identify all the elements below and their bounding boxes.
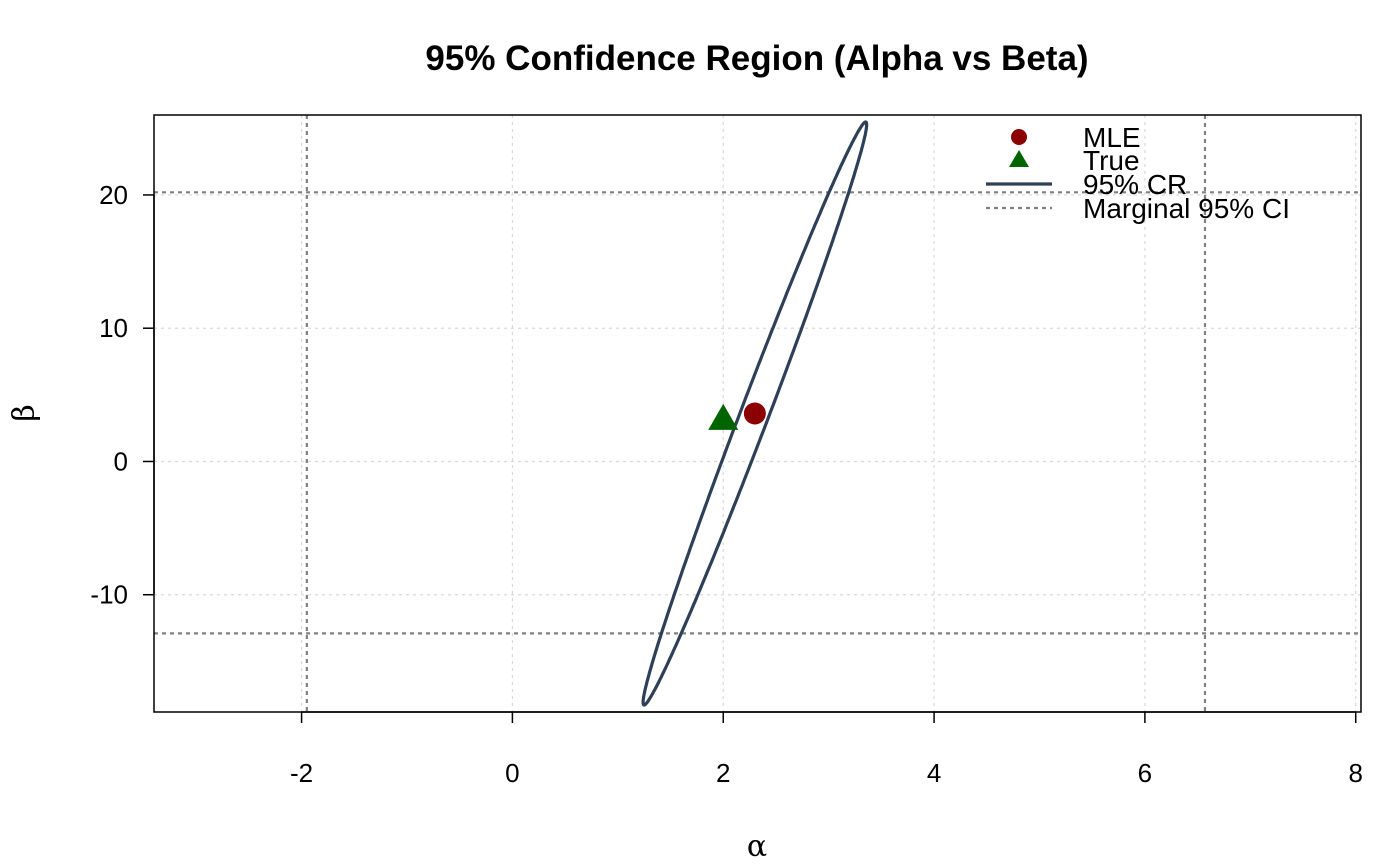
y-axis: -10 0 10 20 [90,180,155,610]
x-axis: -2 0 2 4 6 8 [290,711,1363,788]
legend-label-3: Marginal 95% CI [1083,193,1290,224]
x-tick-label-1: 0 [505,758,519,788]
true-point-marker [708,403,739,430]
legend-symbol-0 [1011,129,1027,145]
x-tick-label-0: -2 [290,758,313,788]
y-tick-label-2: 10 [99,313,128,343]
legend-label-0: MLE [1083,122,1141,153]
points-layer [708,402,766,430]
x-tick-label-3: 4 [927,758,941,788]
grid [154,115,1361,712]
x-tick-label-5: 8 [1348,758,1362,788]
legend-label-2: 95% CR [1083,169,1187,200]
confidence-region-layer [641,120,869,707]
marginal-ci-lines [154,115,1361,712]
y-tick-label-3: 20 [99,180,128,210]
y-axis-label: β [7,404,42,421]
x-axis-label: α [747,829,767,864]
confidence-region-ellipse [641,120,869,707]
y-tick-label-1: 0 [114,446,128,476]
mle-point-marker [743,402,766,425]
legend-symbol-1 [1009,150,1029,167]
legend-label-1: True [1083,145,1140,176]
chart-title: 95% Confidence Region (Alpha vs Beta) [425,39,1088,78]
x-tick-label-4: 6 [1138,758,1152,788]
x-tick-label-2: 2 [716,758,730,788]
y-tick-label-0: -10 [90,580,128,610]
